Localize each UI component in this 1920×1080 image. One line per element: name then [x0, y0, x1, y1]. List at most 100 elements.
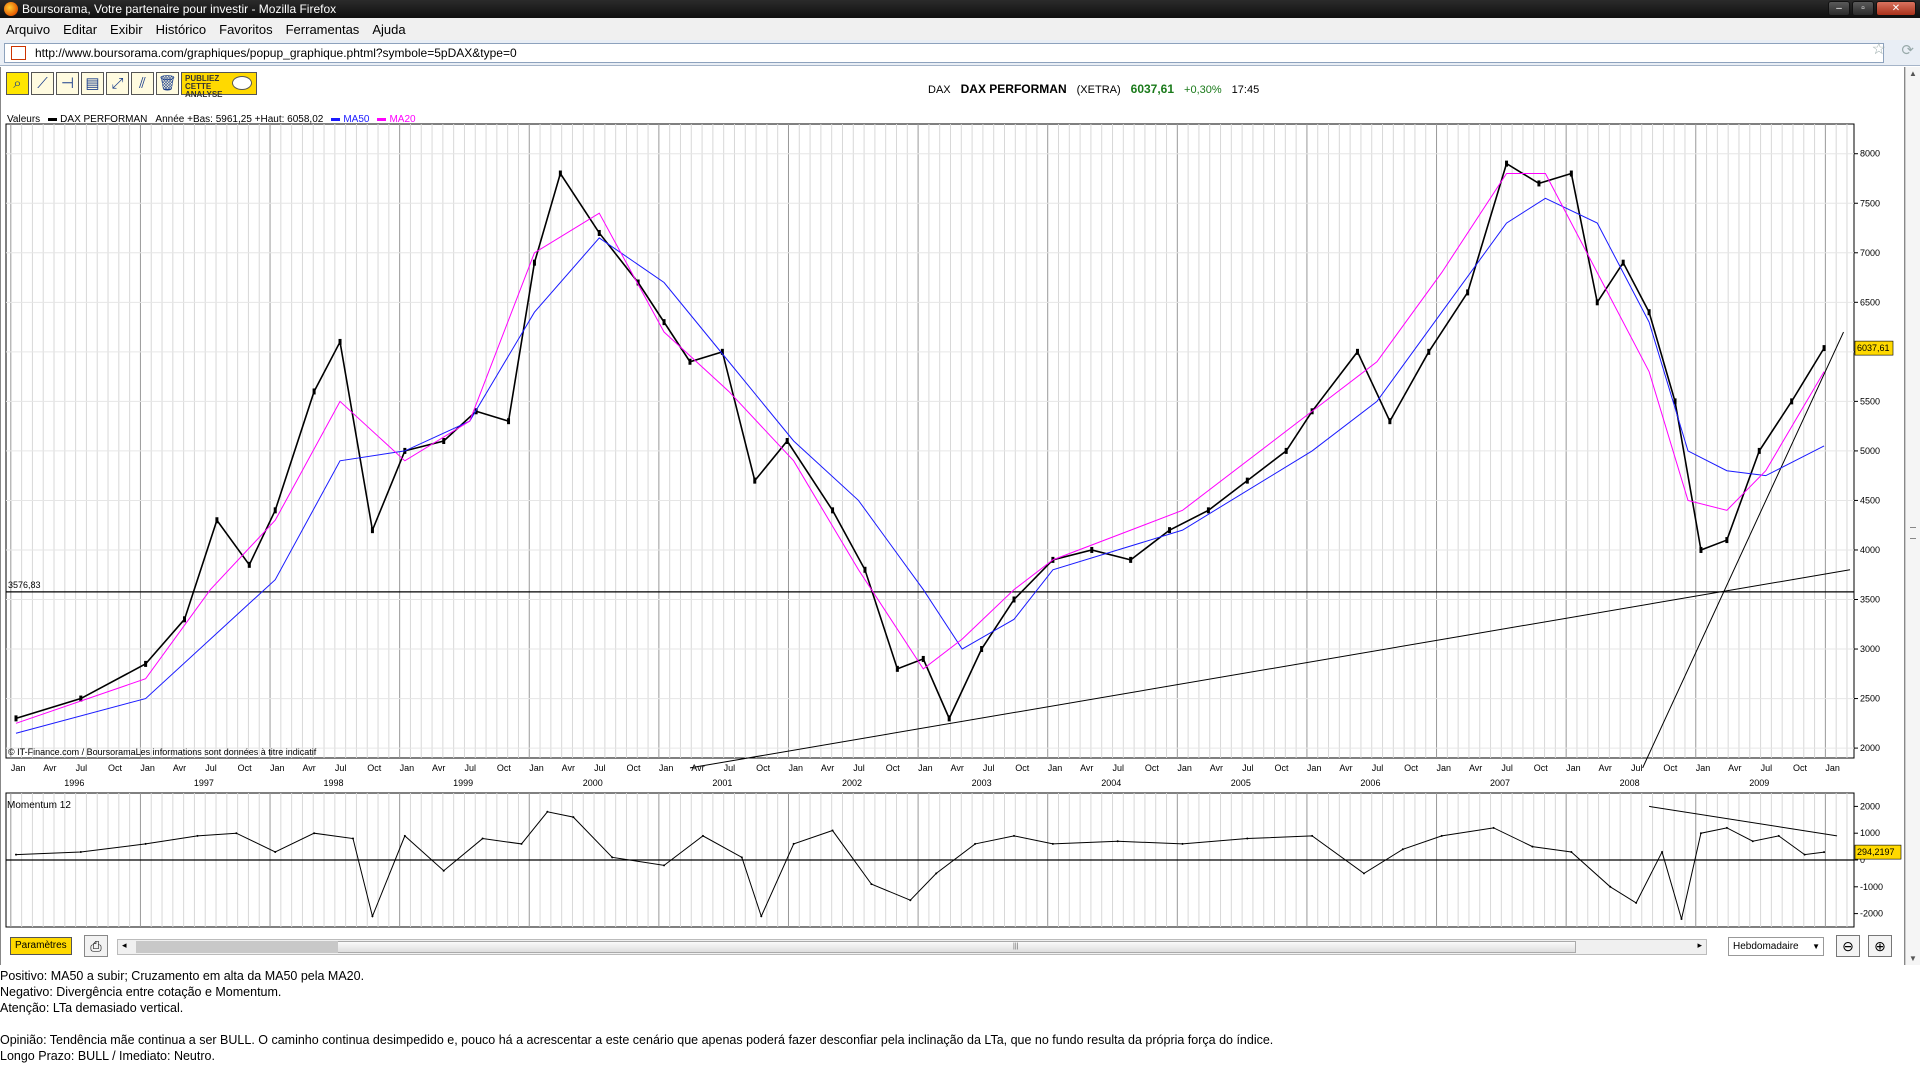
momentum-y-tick-label: 2000: [1860, 801, 1880, 811]
reload-icon[interactable]: ⟳: [1901, 42, 1914, 59]
horizontal-line-tool-icon[interactable]: ⊣: [56, 72, 79, 95]
momentum-point: [1531, 845, 1534, 848]
close-button[interactable]: ✕: [1876, 1, 1916, 16]
x-year-label: 1997: [194, 778, 214, 788]
momentum-point: [274, 850, 277, 853]
horizontal-scrollbar[interactable]: ◂ ||| ▸: [117, 939, 1707, 955]
scroll-right-icon[interactable]: ▸: [1697, 940, 1702, 950]
candle-mark: [921, 655, 925, 662]
quote-code: DAX: [928, 84, 951, 96]
scroll-grip-icon: [1910, 527, 1916, 539]
x-month-label: Jan: [529, 763, 544, 773]
menu-ajuda[interactable]: Ajuda: [372, 21, 406, 37]
candle-mark: [1673, 398, 1677, 405]
note-opinion: Opinião: Tendência mãe continua a ser BU…: [0, 1033, 1274, 1047]
window-title: Boursorama, Votre partenaire pour invest…: [22, 2, 337, 16]
x-month-label: Jul: [594, 763, 606, 773]
momentum-point: [196, 834, 199, 837]
momentum-y-tick-label: -2000: [1860, 909, 1883, 919]
momentum-point: [1823, 851, 1826, 854]
candle-mark: [1505, 160, 1509, 167]
candle-mark: [1012, 596, 1016, 603]
momentum-point: [663, 864, 666, 867]
trendline-tool-icon[interactable]: ⟋: [31, 72, 54, 95]
x-month-label: Oct: [1015, 763, 1030, 773]
momentum-point: [792, 842, 795, 845]
channel-tool-icon[interactable]: ⤢: [106, 72, 129, 95]
publish-analysis-button[interactable]: PUBLIEZ CETTE ANALYSE: [181, 72, 257, 99]
vertical-scrollbar[interactable]: ▲ ▼: [1905, 67, 1920, 965]
quote-header: DAX DAX PERFORMAN (XETRA) 6037,61 +0,30%…: [928, 82, 1259, 96]
candle-mark: [831, 507, 835, 514]
candle-mark: [1537, 180, 1541, 187]
momentum-point: [1362, 872, 1365, 875]
scroll-down-icon[interactable]: ▼: [1909, 954, 1917, 963]
x-year-label: 1998: [324, 778, 344, 788]
x-month-label: Avr: [432, 763, 445, 773]
y-tick-label: 6500: [1860, 297, 1880, 307]
momentum-point: [1570, 850, 1573, 853]
momentum-point: [1246, 837, 1249, 840]
quote-market: (XETRA): [1076, 84, 1121, 96]
trash-icon[interactable]: 🗑: [156, 72, 179, 95]
x-month-label: Oct: [756, 763, 771, 773]
parameters-button[interactable]: Paramètres: [10, 937, 72, 955]
zoom-tool-icon[interactable]: ⌕: [6, 72, 29, 95]
x-month-label: Avr: [173, 763, 186, 773]
candle-mark: [14, 715, 18, 722]
momentum-point: [1635, 901, 1638, 904]
bookmark-star-icon[interactable]: ☆: [1871, 41, 1886, 58]
period-select[interactable]: Hebdomadaire ▼: [1728, 937, 1824, 956]
x-month-label: Jul: [724, 763, 736, 773]
support-label: 3576,83: [8, 580, 41, 590]
fibonacci-tool-icon[interactable]: ▤: [81, 72, 104, 95]
momentum-point: [611, 856, 614, 859]
x-month-label: Jan: [1177, 763, 1192, 773]
x-month-label: Jan: [270, 763, 285, 773]
menu-editar[interactable]: Editar: [63, 21, 98, 37]
x-month-label: Jan: [1825, 763, 1840, 773]
scroll-up-icon[interactable]: ▲: [1909, 69, 1917, 78]
print-icon[interactable]: ⎙: [84, 935, 108, 957]
x-month-label: Jan: [1048, 763, 1063, 773]
candle-mark: [1647, 309, 1651, 316]
momentum-point: [546, 810, 549, 813]
x-year-label: 2009: [1749, 778, 1769, 788]
x-month-label: Oct: [238, 763, 253, 773]
x-month-label: Avr: [1599, 763, 1612, 773]
x-month-label: Jan: [659, 763, 674, 773]
candle-mark: [247, 561, 251, 568]
site-favicon-icon: [11, 46, 26, 60]
parallel-tool-icon[interactable]: ⫽: [131, 72, 154, 95]
momentum-point: [1440, 834, 1443, 837]
momentum-value-badge: [1854, 844, 1902, 860]
x-month-label: Jan: [1696, 763, 1711, 773]
x-month-label: Oct: [1663, 763, 1678, 773]
x-year-label: 2008: [1620, 778, 1640, 788]
menu-ferramentas[interactable]: Ferramentas: [285, 21, 360, 37]
menu-exibir[interactable]: Exibir: [110, 21, 143, 37]
publish-analysis-label: PUBLIEZ CETTE ANALYSE: [185, 74, 223, 99]
zoom-in-icon[interactable]: ⊕: [1868, 935, 1892, 957]
scroll-left-icon[interactable]: ◂: [122, 940, 127, 950]
note-positive: Positivo: MA50 a subir; Cruzamento em al…: [0, 969, 365, 983]
note-horizon: Longo Prazo: BULL / Imediato: Neutro.: [0, 1049, 215, 1063]
x-month-label: Avr: [691, 763, 704, 773]
candle-mark: [507, 418, 511, 425]
menu-arquivo[interactable]: Arquivo: [6, 21, 51, 37]
minimize-button[interactable]: –: [1828, 1, 1850, 16]
maximize-button[interactable]: ▫: [1852, 1, 1874, 16]
scroll-thumb[interactable]: [136, 941, 1576, 953]
x-month-label: Jul: [1631, 763, 1643, 773]
momentum-point: [740, 856, 743, 859]
zoom-out-icon[interactable]: ⊖: [1836, 935, 1860, 957]
x-month-label: Jan: [140, 763, 155, 773]
menu-historico[interactable]: Histórico: [155, 21, 207, 37]
url-field[interactable]: http://www.boursorama.com/graphiques/pop…: [4, 43, 1884, 63]
menu-favoritos[interactable]: Favoritos: [219, 21, 273, 37]
candle-mark: [144, 660, 148, 667]
momentum-point: [1803, 853, 1806, 856]
price-chart[interactable]: Jan Avr Jul Oct 1996 Jan Avr Jul Oct 1997 Jan Avr Ju…: [0, 0, 1920, 930]
x-month-label: Oct: [108, 763, 123, 773]
momentum-point: [1680, 917, 1683, 920]
